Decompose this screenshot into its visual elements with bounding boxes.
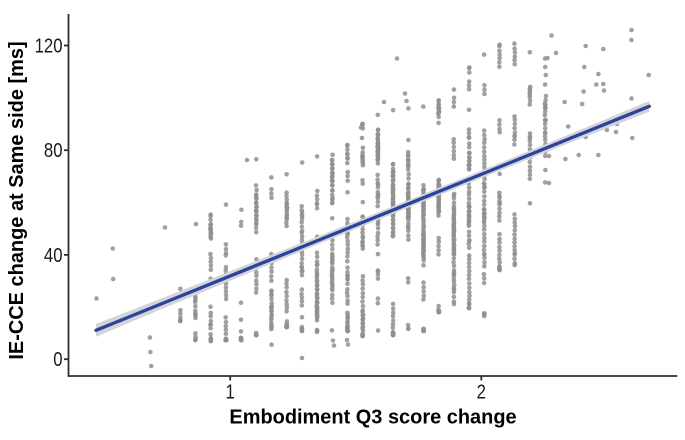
svg-text:1: 1 bbox=[226, 380, 235, 403]
svg-text:80: 80 bbox=[44, 139, 63, 162]
svg-text:2: 2 bbox=[477, 380, 486, 403]
svg-text:120: 120 bbox=[35, 34, 63, 57]
svg-text:40: 40 bbox=[44, 243, 63, 266]
svg-text:Embodiment Q3 score change: Embodiment Q3 score change bbox=[229, 406, 516, 428]
svg-text:IE-CCE change at Same side [ms: IE-CCE change at Same side [ms] bbox=[5, 41, 27, 359]
svg-text:0: 0 bbox=[53, 348, 62, 371]
